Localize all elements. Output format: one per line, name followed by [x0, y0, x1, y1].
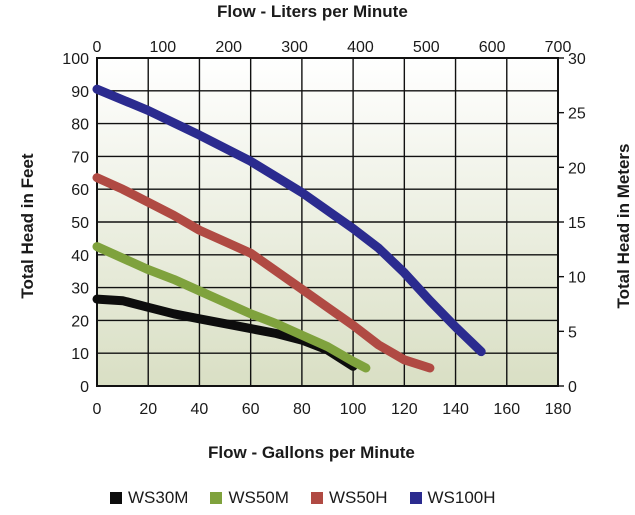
y-right-tick-label: 30 — [568, 51, 586, 68]
x-top-tick-label: 100 — [150, 39, 177, 56]
x-top-tick-label: 400 — [347, 39, 374, 56]
y-right-tick-label: 15 — [568, 215, 586, 232]
legend-label: WS100H — [427, 488, 496, 507]
legend-item: WS50H — [310, 488, 388, 508]
x-top-tick-label: 500 — [413, 39, 440, 56]
series-line — [92, 173, 435, 373]
x-bottom-tick-label: 80 — [293, 401, 311, 418]
y-right-tick-label: 5 — [568, 324, 577, 341]
y-left-tick-label: 30 — [71, 281, 89, 298]
series-line — [92, 242, 371, 373]
legend-item: WS100H — [409, 488, 496, 508]
y-left-tick-label: 90 — [71, 84, 89, 101]
x-top-tick-label: 0 — [93, 39, 102, 56]
x-top-tick-label: 300 — [281, 39, 308, 56]
x-bottom-tick-label: 180 — [545, 401, 572, 418]
y-left-tick-label: 80 — [71, 117, 89, 134]
y-right-tick-label: 10 — [568, 270, 586, 287]
legend: WS30M WS50M WS50H WS100H — [110, 488, 518, 508]
x-bottom-tick-label: 60 — [242, 401, 260, 418]
x-bottom-tick-label: 160 — [493, 401, 520, 418]
left-axis-title: Total Head in Feet — [18, 153, 37, 299]
y-left-tick-label: 10 — [71, 346, 89, 363]
x-top-tick-label: 700 — [545, 39, 572, 56]
legend-swatch — [210, 492, 223, 504]
x-bottom-tick-label: 0 — [93, 401, 102, 418]
x-bottom-tick-label: 140 — [442, 401, 469, 418]
x-bottom-tick-label: 100 — [340, 401, 367, 418]
right-axis-title: Total Head in Meters — [614, 143, 633, 309]
legend-label: WS30M — [128, 488, 189, 507]
legend-swatch — [110, 492, 122, 504]
x-bottom-tick-label: 120 — [391, 401, 418, 418]
y-left-tick-label: 70 — [71, 149, 89, 166]
y-left-tick-label: 0 — [80, 379, 89, 396]
series-line — [92, 84, 486, 357]
y-left-tick-label: 60 — [71, 182, 89, 199]
legend-item: WS30M — [110, 488, 188, 508]
y-left-tick-label: 100 — [62, 51, 89, 68]
y-left-tick-label: 40 — [71, 248, 89, 265]
y-right-tick-label: 0 — [568, 379, 577, 396]
legend-label: WS50M — [228, 488, 289, 507]
x-bottom-tick-label: 40 — [191, 401, 209, 418]
x-bottom-tick-label: 20 — [139, 401, 157, 418]
y-right-tick-label: 20 — [568, 160, 586, 177]
legend-label: WS50H — [328, 488, 388, 507]
y-left-tick-label: 50 — [71, 215, 89, 232]
legend-swatch — [310, 492, 323, 504]
x-top-tick-label: 600 — [479, 39, 506, 56]
y-left-tick-label: 20 — [71, 313, 89, 330]
bottom-axis-title: Flow - Gallons per Minute — [208, 443, 415, 462]
top-axis-title: Flow - Liters per Minute — [217, 2, 408, 21]
legend-item: WS50M — [210, 488, 289, 508]
x-top-tick-label: 200 — [215, 39, 242, 56]
legend-swatch — [409, 492, 422, 504]
y-right-tick-label: 25 — [568, 106, 586, 123]
